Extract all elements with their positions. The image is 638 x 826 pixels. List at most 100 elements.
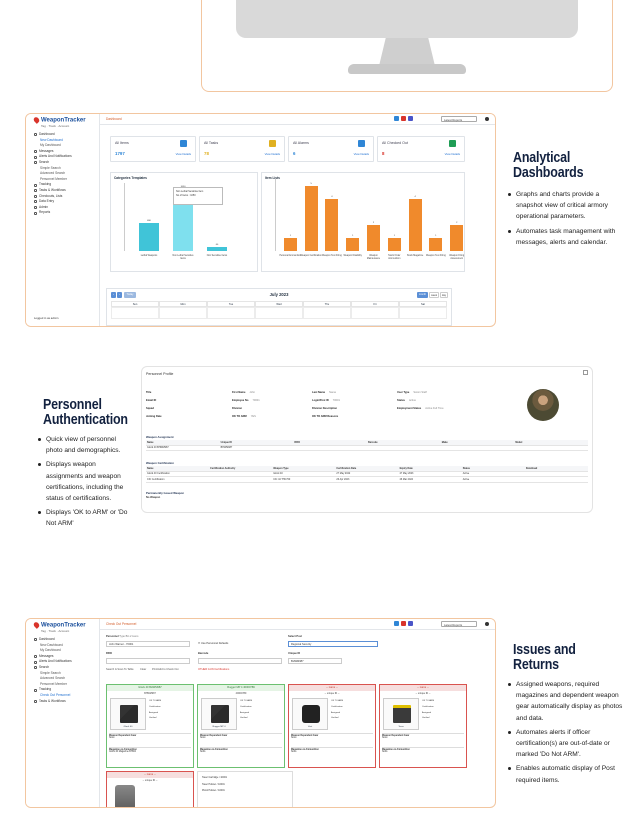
- table-row[interactable]: Glock 40 Certification Glock 40 27 May 202…: [146, 472, 588, 478]
- view-details-link[interactable]: View Details: [353, 152, 369, 156]
- report-select[interactable]: Latest Reports: [441, 116, 477, 122]
- chart-bar[interactable]: [387, 237, 401, 251]
- tick-label: Weapon Certification: [300, 255, 322, 257]
- gear-list-item[interactable]: Taser Holster / 10001: [202, 782, 225, 786]
- weapon-card[interactable]: -- name -- -- unique ID -- Vest OK TO ARM Ce…: [288, 684, 376, 768]
- analytical-bullets: Graphs and charts provide a snapshot vie…: [508, 189, 626, 251]
- unique-id-input[interactable]: BHWM987: [288, 658, 342, 664]
- task-icon[interactable]: [408, 621, 413, 626]
- personnel-select[interactable]: John Warner - 70001: [106, 641, 190, 647]
- personnel-defaults-checkbox[interactable]: ☐ Use Personnel Defaults: [198, 642, 229, 645]
- mail-icon[interactable]: [394, 621, 399, 626]
- alert-icon[interactable]: [401, 116, 406, 121]
- view-details-link[interactable]: View Details: [444, 152, 460, 156]
- nav-search[interactable]: Search: [34, 160, 72, 166]
- weapon-card[interactable]: Rugger MP 4 40000789 40000789 Rugger MP 4 O…: [197, 684, 285, 768]
- table-row[interactable]: CIC Certification CIC 44 THC700 26 Apr 202…: [146, 477, 588, 483]
- nav-new-dashboard[interactable]: New Dashboard: [40, 642, 63, 647]
- nav-checkout[interactable]: Check Out Personnel: [40, 692, 71, 697]
- nav-advanced-search[interactable]: Advanced Search: [40, 171, 66, 176]
- nav-simple-search[interactable]: Simple Search: [40, 165, 61, 170]
- profile-field: Division: [232, 407, 243, 410]
- column-header: Barcode: [368, 440, 378, 444]
- chart-bar[interactable]: [367, 224, 380, 251]
- weapon-card[interactable]: -- name -- -- unique ID -- Taser OK TO ARM C…: [379, 684, 467, 768]
- rfid-input[interactable]: [106, 658, 190, 664]
- nav-new-dashboard[interactable]: New Dashboard: [40, 137, 63, 142]
- view-details-link[interactable]: View Details: [175, 152, 191, 156]
- calendar-today-button[interactable]: Today: [124, 292, 136, 298]
- alert-icon[interactable]: [401, 621, 406, 626]
- chart-bar[interactable]: [304, 185, 318, 251]
- search-scan-button[interactable]: Search & Scan To Table: [106, 668, 134, 671]
- nav-checkouts[interactable]: Checkouts, Lists: [34, 194, 72, 200]
- report-select[interactable]: Latest Reports: [441, 621, 477, 627]
- pistol-icon: [393, 705, 411, 723]
- calendar-week-view[interactable]: week: [429, 292, 439, 298]
- weapon-card[interactable]: Glock 40 BHWM987 BHWM987 Glock 40 OK TO ARM…: [106, 684, 194, 768]
- nav-simple-search[interactable]: Simple Search: [40, 670, 61, 675]
- nav-my-dashboard[interactable]: My Dashboard: [40, 143, 61, 148]
- chart-bar[interactable]: [283, 237, 297, 251]
- calendar-day-view[interactable]: day: [440, 292, 448, 298]
- clear-button[interactable]: Clear: [140, 668, 147, 671]
- user-icon[interactable]: [485, 622, 489, 626]
- print-checkout-button[interactable]: Print/Add to Check Out: [152, 668, 179, 671]
- chart-bar[interactable]: [207, 247, 227, 251]
- nav-tracking[interactable]: Tracking: [34, 687, 72, 693]
- chart-bar[interactable]: [325, 198, 339, 251]
- chart-bar[interactable]: [408, 198, 422, 251]
- stat-card-checked-out[interactable]: All Checked Out 8 View Details: [377, 136, 465, 162]
- nav-admin[interactable]: Admin: [34, 205, 72, 211]
- chart-bar[interactable]: [139, 222, 159, 251]
- calendar-prev-button[interactable]: ‹: [111, 292, 116, 298]
- nav-personnel-member[interactable]: Personnel Member: [40, 176, 67, 181]
- barcode-input[interactable]: [198, 658, 282, 664]
- table-cell: 27 May 2022: [336, 472, 351, 476]
- sidebar: WeaponTracker Tag · Track · Account Dashb…: [26, 114, 100, 326]
- gear-list-item[interactable]: Pistol Holster / 10001: [202, 789, 225, 792]
- mail-icon[interactable]: [394, 116, 399, 121]
- calendar-next-button[interactable]: ›: [117, 292, 122, 298]
- status-field: Verified: [331, 717, 339, 720]
- nav-my-dashboard[interactable]: My Dashboard: [40, 648, 61, 653]
- certifications-button[interactable]: OTHER GUN Certifications: [198, 668, 230, 671]
- stat-card-tasks[interactable]: All Tasks 78 View Details: [199, 136, 285, 162]
- nav-reports[interactable]: Reports: [34, 210, 72, 216]
- user-icon[interactable]: [485, 117, 489, 121]
- nav-advanced-search[interactable]: Advanced Search: [40, 676, 66, 681]
- nav-tasks[interactable]: Tasks & Workflows: [34, 699, 72, 705]
- table-row[interactable]: Glock 40 BHWM987 BHWM987: [146, 446, 588, 452]
- post-select[interactable]: Regional Security: [288, 641, 378, 647]
- calendar-week-row[interactable]: [111, 307, 447, 319]
- nav-dashboard[interactable]: Dashboard: [34, 132, 72, 138]
- clipboard-icon: [269, 140, 276, 147]
- pistol-icon: [120, 705, 138, 723]
- nav-dashboard[interactable]: Dashboard: [34, 637, 72, 643]
- task-icon[interactable]: [408, 116, 413, 121]
- nav-data-entry[interactable]: Data Entry: [34, 199, 72, 205]
- weapon-status-fields: OK TO ARM Certification Assigned Verified: [422, 699, 434, 722]
- chart-bar[interactable]: [346, 237, 360, 251]
- profile-field: Employee No 70001: [232, 399, 260, 402]
- nav-alerts[interactable]: Alerts And Notifications: [34, 154, 72, 160]
- nav-messages[interactable]: Messages: [34, 654, 72, 660]
- box-icon: [180, 140, 187, 147]
- chart-bar[interactable]: [450, 224, 464, 251]
- nav-tracking[interactable]: Tracking: [34, 182, 72, 188]
- calendar-month-view[interactable]: month: [417, 292, 428, 298]
- chart-bar[interactable]: [429, 237, 443, 251]
- stat-card-items[interactable]: All Items 1797 View Details: [110, 136, 196, 162]
- nav-personnel-member[interactable]: Personnel Member: [40, 681, 67, 686]
- weapon-card[interactable]: -- name -- -- unique ID --: [106, 771, 194, 807]
- profile-field: OK TO ARM YES: [232, 415, 256, 418]
- nav-tasks[interactable]: Tasks & Workflows: [34, 188, 72, 194]
- nav-messages[interactable]: Messages: [34, 149, 72, 155]
- stat-card-alarms[interactable]: All Alarms 6 View Details: [288, 136, 374, 162]
- nav-search[interactable]: Search: [34, 665, 72, 671]
- expand-icon[interactable]: [583, 370, 588, 375]
- gear-list-item[interactable]: Taser Cartridge / 10001: [202, 776, 227, 779]
- nav-alerts[interactable]: Alerts And Notifications: [34, 659, 72, 665]
- view-details-link[interactable]: View Details: [264, 152, 280, 156]
- sidebar-nav: Dashboard New Dashboard My Dashboard Mes…: [34, 132, 72, 216]
